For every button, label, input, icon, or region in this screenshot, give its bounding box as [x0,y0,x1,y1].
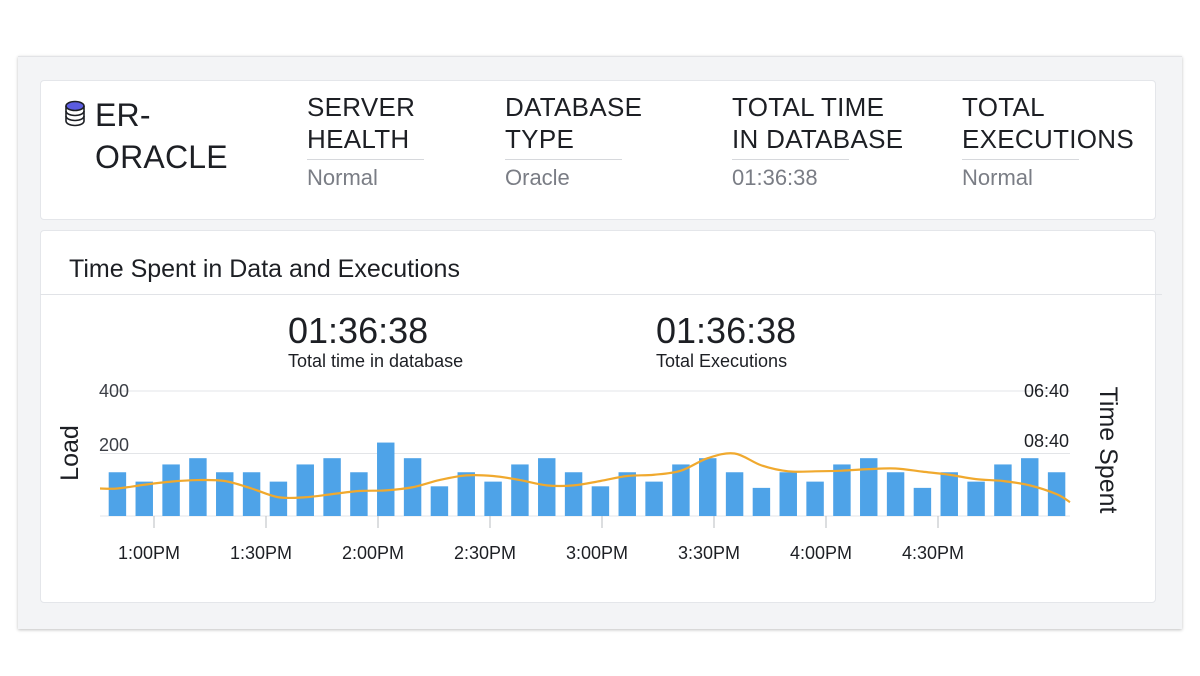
stat-caption: Total time in database [288,351,464,371]
server-summary-card [40,80,1156,220]
metric-label: SERVER HEALTH [307,92,416,154]
bar [913,487,932,516]
x-tick-label: 1:30PM [230,543,292,563]
bar [350,472,368,516]
metric-value: Oracle [505,165,570,190]
metric-value: Normal [307,165,378,190]
metric-divider [962,159,1079,160]
stat-value: 01:36:38 [288,310,429,351]
metric-divider [732,159,849,160]
metric-value: Normal [962,165,1033,190]
bar [940,472,958,516]
x-tick-label: 1:00PM [118,543,180,563]
chart-card [40,230,1156,603]
bar [484,481,502,516]
y2-tick-label: 08:40 [1024,431,1069,451]
y-tick-label: 400 [99,381,129,401]
x-tick-label: 2:30PM [454,543,516,563]
database-icon [65,100,85,127]
bar [242,472,261,516]
bar [430,486,449,516]
bar [564,472,583,516]
metric-value: 01:36:38 [732,165,818,190]
stat-total-executions: 01:36:38 Total Executions [656,310,797,372]
bar [162,464,180,516]
bar [216,472,234,516]
chart-title: Time Spent in Data and Executions [69,255,460,283]
bar [323,458,341,516]
bar [725,472,744,516]
bar [108,472,127,516]
bar [296,464,314,516]
bar [645,481,663,516]
x-tick-label: 3:00PM [566,543,628,563]
bar [1021,458,1039,516]
metric-divider [307,159,424,160]
bar [189,458,207,516]
metric-total-time: TOTAL TIME IN DATABASE 01:36:38 [732,91,903,191]
metric-server-health: SERVER HEALTH Normal [307,91,424,191]
metric-label: TOTAL EXECUTIONS [962,92,1135,154]
bar [699,458,717,516]
bar [591,486,610,516]
bar [135,481,153,516]
bar [833,464,851,516]
y-tick-label: 200 [99,435,129,455]
metric-total-executions: TOTAL EXECUTIONS Normal [962,91,1134,191]
time-spent-line [99,452,1071,504]
y2-axis-label: Time Spent [1094,387,1122,514]
bar [672,464,690,516]
stat-total-time: 01:36:38 Total time in database [288,310,464,372]
metric-divider [505,159,622,160]
y2-tick-label: 06:40 [1024,381,1069,401]
bar [779,472,797,516]
bar [511,464,529,516]
bar [860,458,878,516]
chart-divider [40,294,1162,295]
bar [538,458,556,516]
x-tick-label: 2:00PM [342,543,404,563]
bar [752,487,771,516]
bar [994,464,1012,516]
bar [886,472,905,516]
bar [967,481,985,516]
stat-value: 01:36:38 [656,310,797,351]
stat-caption: Total Executions [656,351,788,371]
y-axis-label: Load [56,425,84,481]
metric-label: TOTAL TIME IN DATABASE [732,92,904,154]
bar [457,472,475,516]
x-tick-label: 4:30PM [902,543,964,563]
metric-label: DATABASE TYPE [505,92,643,154]
bar [806,481,824,516]
bar [618,472,636,516]
x-tick-label: 3:30PM [678,543,740,563]
bar [377,442,395,516]
metric-database-type: DATABASE TYPE Oracle [505,91,642,191]
x-tick-label: 4:00PM [790,543,852,563]
server-name: ER- ORACLE [95,97,228,175]
bar [269,481,288,516]
